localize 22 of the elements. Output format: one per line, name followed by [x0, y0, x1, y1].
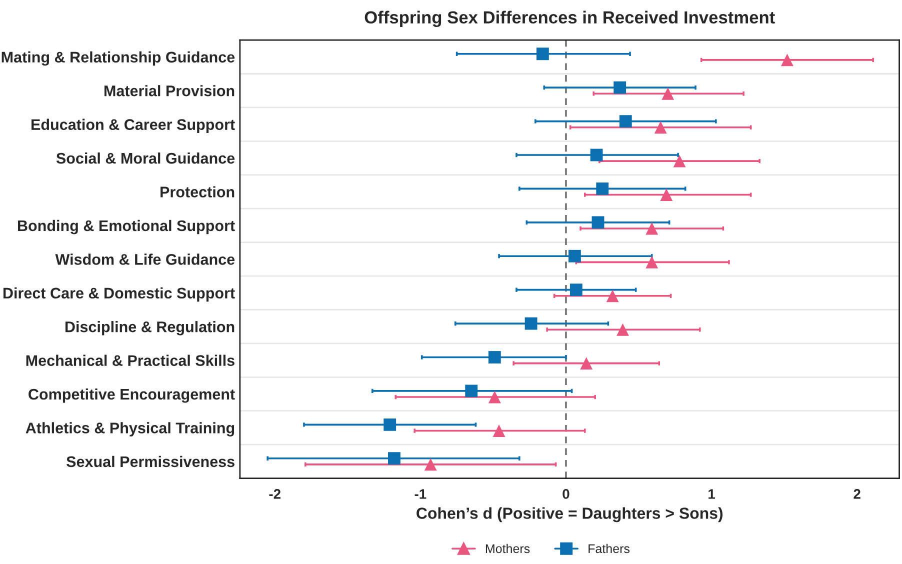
y-tick-label: Education & Career Support — [32, 118, 235, 134]
x-axis-title: Cohen’s d (Positive = Daughters > Sons) — [416, 507, 723, 522]
y-tick-label: Mating & Relationship Guidance — [2, 51, 235, 66]
chart-title: Offspring Sex Differences in Received Investment — [364, 10, 775, 28]
y-tick-label: Mechanical & Practical Skills — [26, 354, 234, 366]
legend-label: Fathers — [588, 544, 630, 554]
y-tick-label: Discipline & Regulation — [65, 321, 234, 336]
y-tick-label: Protection — [160, 186, 234, 198]
y-tick-label: Competitive Encouragement — [28, 388, 235, 403]
x-tick-label: -1 — [414, 489, 426, 499]
x-tick-label: 2 — [854, 489, 860, 499]
y-tick-label: Material Provision — [104, 85, 234, 96]
y-tick-label: Athletics & Physical Training — [26, 422, 234, 436]
x-tick-label: -2 — [269, 489, 280, 499]
y-tick-label: Direct Care & Domestic Support — [3, 287, 235, 302]
x-tick-label: 0 — [562, 489, 570, 499]
y-tick-label: Social & Moral Guidance — [56, 152, 235, 164]
y-tick-label: Wisdom & Life Guidance — [55, 254, 235, 265]
legend-label: Mothers — [486, 544, 530, 554]
y-tick-label: Sexual Permissiveness — [66, 456, 234, 468]
x-tick-label: 1 — [708, 489, 716, 499]
y-tick-label: Bonding & Emotional Support — [18, 220, 235, 234]
